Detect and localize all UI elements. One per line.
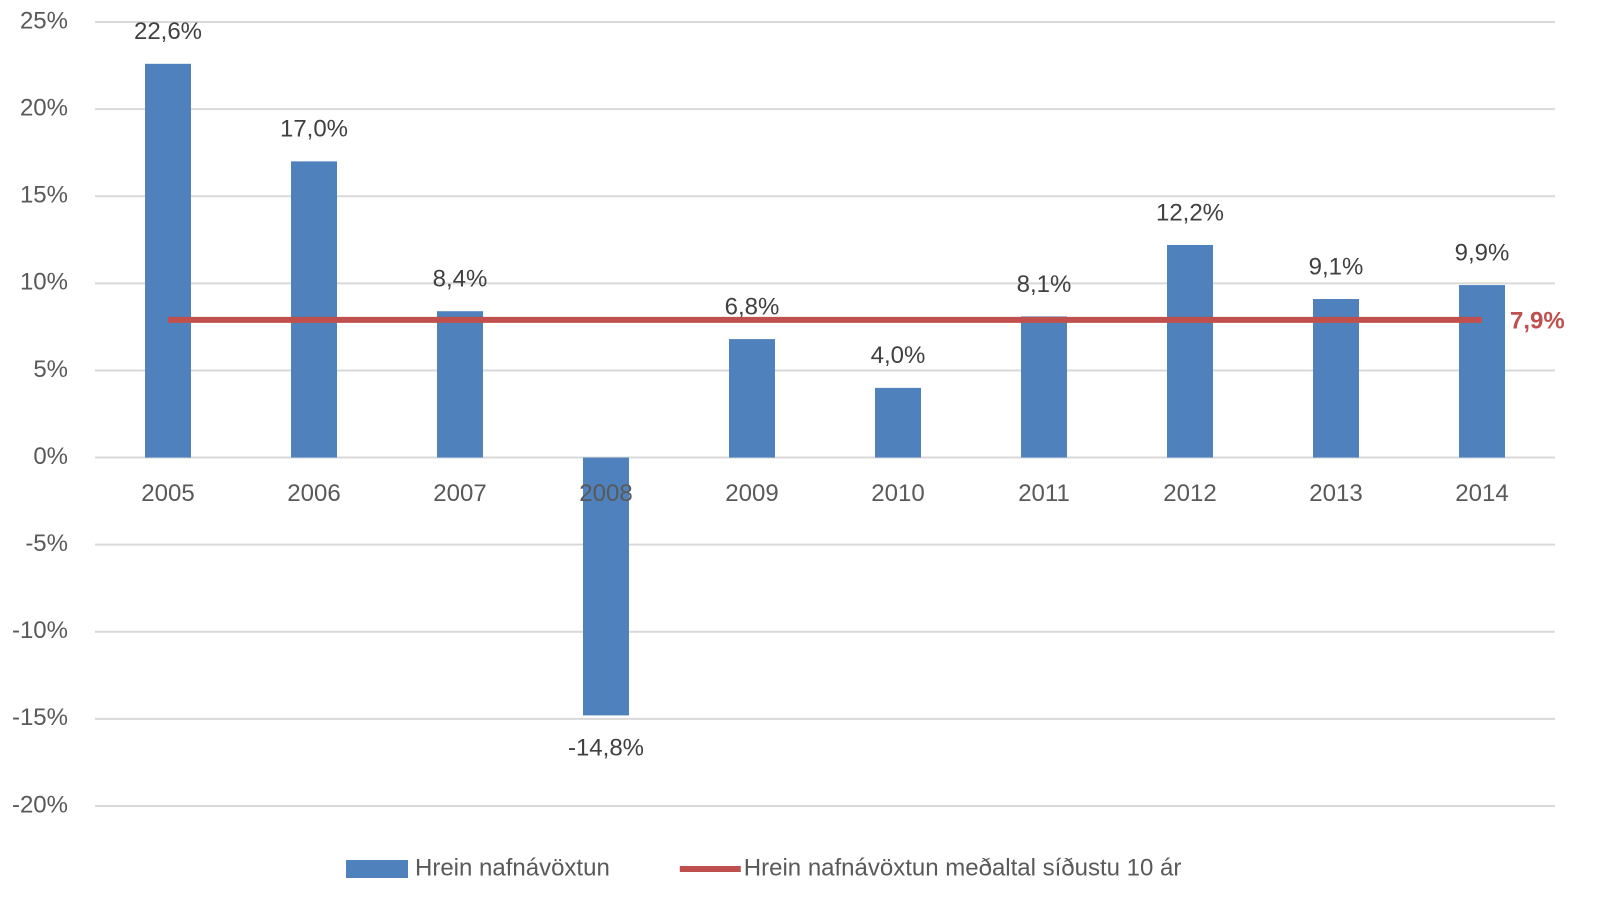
x-tick-label: 2014 — [1455, 480, 1508, 507]
bar — [1167, 245, 1213, 458]
y-tick-label: -10% — [12, 617, 68, 644]
x-tick-label: 2009 — [725, 480, 778, 507]
y-tick-label: 10% — [20, 269, 68, 296]
y-tick-label: 25% — [20, 7, 68, 34]
data-label: 6,8% — [725, 293, 780, 320]
x-tick-label: 2008 — [579, 480, 632, 507]
bar — [437, 311, 483, 458]
bar — [145, 63, 191, 458]
y-tick-label: -15% — [12, 704, 68, 731]
x-tick-label: 2012 — [1163, 480, 1216, 507]
data-label: 9,1% — [1309, 253, 1364, 280]
x-tick-label: 2007 — [433, 480, 486, 507]
x-tick-label: 2013 — [1309, 480, 1362, 507]
data-label: 8,1% — [1017, 271, 1072, 298]
data-label: 9,9% — [1455, 239, 1510, 266]
x-tick-label: 2010 — [871, 480, 924, 507]
bar — [583, 457, 629, 716]
y-tick-label: 15% — [20, 182, 68, 209]
legend-swatch — [346, 860, 408, 878]
legend-label: Hrein nafnávöxtun meðaltal síðustu 10 ár — [744, 854, 1182, 881]
data-label: -14,8% — [568, 735, 644, 762]
x-tick-label: 2006 — [287, 480, 340, 507]
bar — [1313, 299, 1359, 458]
y-tick-label: 0% — [33, 443, 68, 470]
data-label: 4,0% — [871, 342, 926, 369]
data-label: 12,2% — [1156, 199, 1224, 226]
y-tick-label: -5% — [25, 530, 68, 557]
bar — [875, 387, 921, 458]
x-tick-label: 2005 — [141, 480, 194, 507]
data-label: 22,6% — [134, 18, 202, 45]
bar — [729, 339, 775, 458]
x-tick-label: 2011 — [1018, 480, 1070, 507]
legend-label: Hrein nafnávöxtun — [415, 854, 610, 881]
y-tick-label: -20% — [12, 791, 68, 818]
y-tick-label: 5% — [33, 356, 68, 383]
y-tick-label: 20% — [20, 94, 68, 121]
data-label: 17,0% — [280, 116, 348, 143]
bar — [1459, 285, 1505, 458]
bar — [291, 161, 337, 458]
data-label: 7,9% — [1510, 307, 1565, 334]
bar — [1021, 316, 1067, 458]
data-label: 8,4% — [433, 266, 488, 293]
